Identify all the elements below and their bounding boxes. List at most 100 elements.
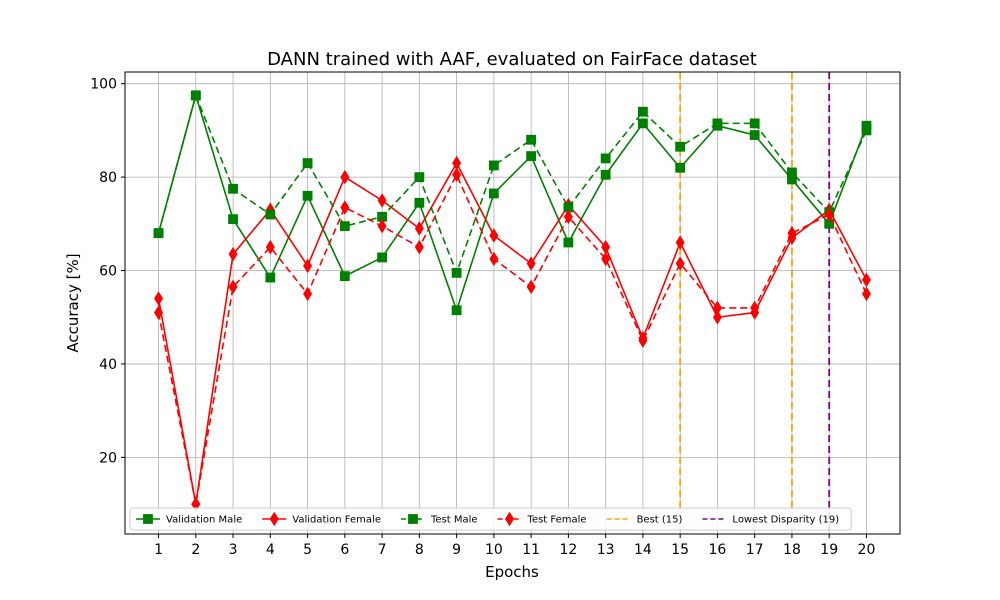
- legend-label: Test Female: [527, 515, 587, 526]
- y-tick-label: 40: [99, 357, 117, 373]
- y-tick-label: 80: [99, 170, 117, 186]
- series-test-male: [153, 90, 872, 278]
- legend-label: Best (15): [637, 515, 683, 526]
- x-tick-label: 5: [303, 542, 312, 558]
- data-point: [339, 271, 350, 282]
- legend-entry: Validation Male: [136, 514, 242, 526]
- data-point: [489, 251, 499, 267]
- x-tick-label: 12: [559, 542, 577, 558]
- data-point: [712, 309, 722, 325]
- data-point: [712, 118, 723, 129]
- series-layer: [153, 90, 872, 512]
- data-point: [638, 333, 648, 348]
- data-point: [451, 305, 462, 316]
- data-point: [861, 286, 871, 302]
- data-point: [228, 246, 238, 262]
- data-point: [712, 300, 722, 316]
- series-test-female: [154, 167, 871, 512]
- legend-entry: Test Female: [497, 511, 587, 527]
- data-point: [601, 251, 611, 267]
- x-tick-label: 6: [340, 542, 349, 558]
- data-point: [228, 214, 238, 225]
- x-tick-label: 7: [378, 542, 387, 558]
- legend-marker: [143, 514, 153, 524]
- data-point: [414, 239, 424, 255]
- data-point: [675, 162, 686, 173]
- data-point: [600, 153, 611, 164]
- x-tick-label: 18: [783, 542, 801, 558]
- legend-label: Test Male: [430, 515, 478, 526]
- data-point: [824, 207, 834, 222]
- data-point: [340, 169, 350, 185]
- data-point: [861, 272, 871, 288]
- legend-label: Validation Male: [166, 515, 242, 526]
- x-tick-label: 11: [522, 542, 540, 558]
- data-point: [489, 228, 499, 243]
- y-axis-title: Accuracy [%]: [64, 253, 82, 352]
- legend-marker: [505, 511, 515, 527]
- data-point: [526, 134, 537, 145]
- legend-entry: Test Male: [400, 514, 478, 526]
- data-point: [488, 160, 499, 171]
- x-tick-label: 13: [597, 542, 615, 558]
- x-tick-label: 3: [229, 542, 238, 558]
- legend-box: [129, 507, 852, 531]
- data-point: [451, 267, 462, 278]
- x-tick-label: 15: [671, 542, 689, 558]
- data-point: [526, 256, 536, 271]
- y-tick-label: 20: [99, 450, 117, 466]
- data-point: [563, 237, 574, 248]
- data-point: [526, 151, 537, 161]
- series-line: [157, 94, 868, 312]
- data-point: [675, 235, 685, 250]
- data-point: [153, 228, 164, 239]
- data-point: [638, 118, 648, 129]
- x-axis-title: Epochs: [485, 563, 539, 581]
- data-point: [749, 130, 760, 140]
- data-point: [414, 172, 425, 183]
- data-point: [265, 209, 276, 220]
- legend: Validation Male Validation Female Test Mal…: [129, 507, 852, 531]
- data-point: [228, 279, 238, 295]
- x-tick-label: 4: [266, 542, 275, 558]
- data-point: [340, 200, 350, 215]
- x-tick-label: 14: [634, 542, 652, 558]
- x-tick-label: 20: [858, 542, 876, 558]
- legend-entry: Validation Female: [262, 511, 381, 527]
- data-point: [488, 188, 499, 199]
- data-point: [377, 218, 387, 234]
- data-point: [302, 190, 313, 201]
- series-line: [157, 94, 868, 274]
- series-line: [157, 162, 868, 505]
- data-point: [600, 169, 611, 180]
- data-point: [265, 239, 275, 255]
- data-point: [414, 197, 425, 208]
- data-point: [154, 291, 164, 306]
- plot-frame: [124, 71, 901, 535]
- series-validation-male: [153, 90, 872, 316]
- data-point: [303, 258, 313, 274]
- data-point: [750, 300, 760, 316]
- data-point: [749, 118, 760, 129]
- data-point: [861, 125, 872, 136]
- x-tick-label: 9: [452, 542, 461, 558]
- data-point: [377, 193, 387, 208]
- data-point: [190, 90, 201, 101]
- x-tick-label: 2: [191, 542, 200, 558]
- y-tick-label: 60: [99, 264, 117, 280]
- data-point: [414, 221, 424, 236]
- series-line: [157, 173, 868, 505]
- data-point: [377, 252, 387, 263]
- data-point: [787, 167, 797, 178]
- data-point: [787, 225, 797, 241]
- x-tick-label: 10: [485, 542, 503, 558]
- data-point: [302, 158, 313, 168]
- data-point: [452, 167, 462, 183]
- legend-entry: Best (15): [606, 515, 683, 526]
- data-point: [303, 286, 313, 302]
- data-point: [154, 305, 164, 320]
- x-tick-label: 1: [154, 542, 163, 558]
- y-tick-label: 100: [90, 77, 117, 93]
